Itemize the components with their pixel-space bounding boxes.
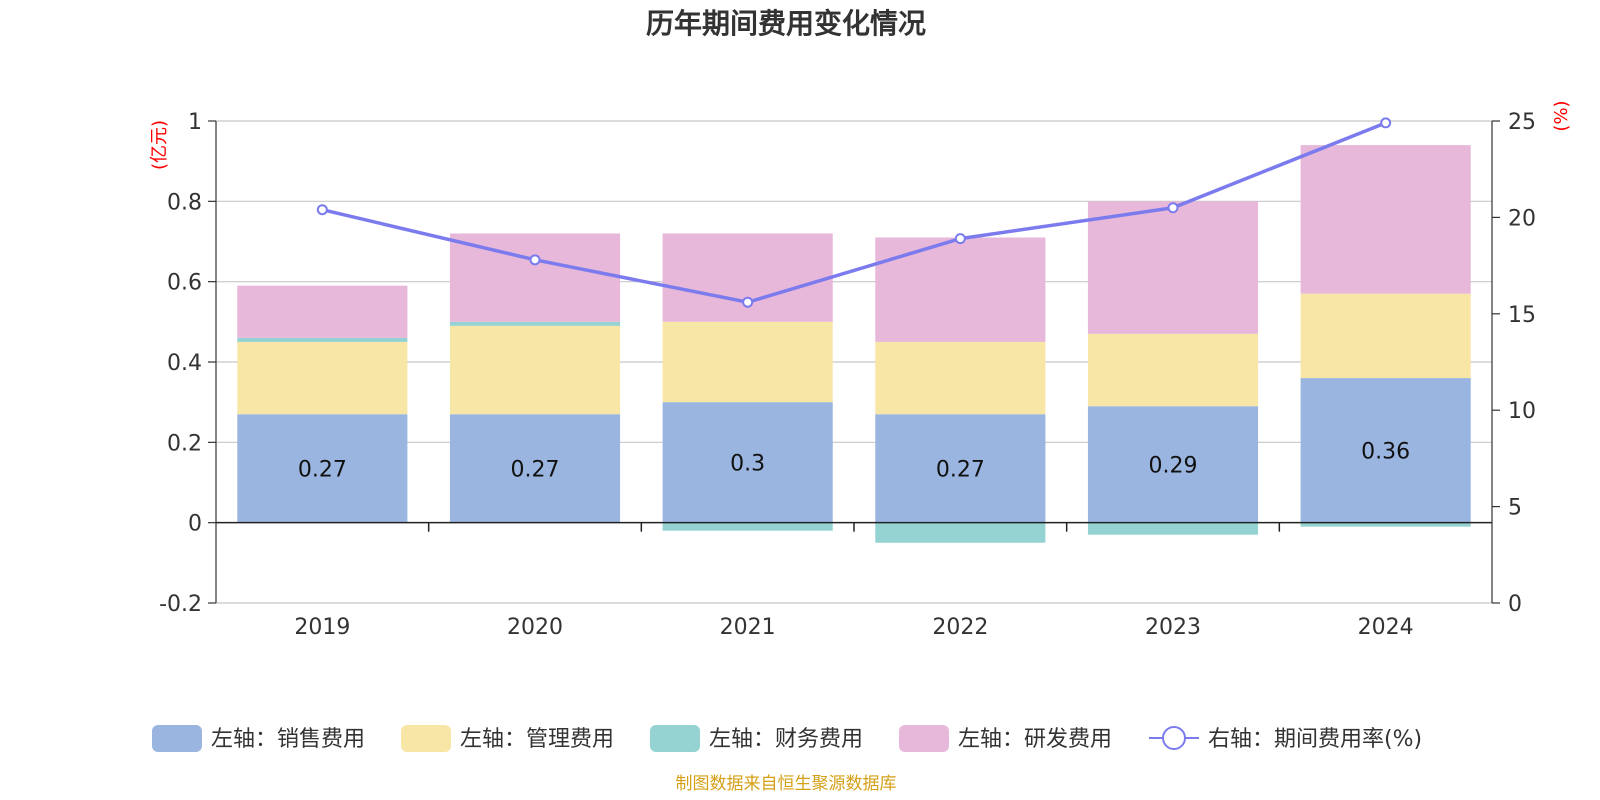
bar-segment bbox=[1087, 522, 1259, 535]
left-tick-label: 0.6 bbox=[167, 271, 202, 296]
x-tick-label: 2021 bbox=[720, 615, 776, 640]
right-tick-label: 5 bbox=[1508, 496, 1522, 521]
x-tick-label: 2020 bbox=[507, 615, 563, 640]
bar-segment bbox=[237, 337, 408, 342]
legend-label: 左轴：研发费用 bbox=[958, 727, 1112, 752]
bar-segment bbox=[1087, 201, 1259, 334]
x-tick-label: 2024 bbox=[1358, 615, 1414, 640]
legend-label: 左轴：管理费用 bbox=[460, 727, 614, 752]
data-label-layer: 0.27 0.27 0.3 0.27 0.29 0.36 bbox=[298, 439, 1410, 482]
chart-title: 历年期间费用变化情况 bbox=[646, 7, 926, 40]
data-label: 0.36 bbox=[1361, 439, 1410, 464]
legend-swatch bbox=[152, 725, 202, 752]
right-tick-label: 15 bbox=[1508, 303, 1536, 328]
bar-segment bbox=[662, 233, 833, 322]
right-axis-unit: (%) bbox=[1551, 100, 1572, 131]
axes-layer: 1 0.8 0.6 0.4 0.2 0 -0.2 25 20 15 10 5 0 2019 2020 2021… bbox=[159, 110, 1536, 640]
left-tick-label: 0 bbox=[188, 512, 202, 537]
legend: 左轴：销售费用 左轴：管理费用 左轴：财务费用 左轴：研发费用 右轴：期间费用率(%) bbox=[152, 725, 1422, 752]
x-tick-label: 2019 bbox=[294, 615, 350, 640]
x-tick-label: 2023 bbox=[1145, 615, 1201, 640]
rate-point bbox=[529, 254, 541, 266]
left-tick-label: 0.2 bbox=[167, 431, 202, 456]
right-tick-label: 10 bbox=[1508, 399, 1536, 424]
bar-segment bbox=[1300, 378, 1471, 523]
left-tick-label: 1 bbox=[188, 110, 202, 135]
data-source-note: 制图数据来自恒生聚源数据库 bbox=[676, 774, 897, 794]
rate-point bbox=[1380, 117, 1392, 129]
bar-segment bbox=[237, 414, 408, 523]
data-label: 0.27 bbox=[511, 457, 560, 482]
legend-label: 左轴：财务费用 bbox=[709, 727, 863, 752]
bar-segment bbox=[662, 522, 833, 531]
left-tick-label: -0.2 bbox=[159, 592, 202, 617]
bar-segment bbox=[1087, 333, 1259, 407]
right-tick-label: 20 bbox=[1508, 206, 1536, 231]
rate-point bbox=[954, 233, 966, 245]
rate-point bbox=[742, 296, 754, 308]
left-tick-label: 0.8 bbox=[167, 190, 202, 215]
legend-label: 左轴：销售费用 bbox=[211, 727, 365, 752]
rate-line-layer bbox=[316, 117, 1392, 308]
bar-segment bbox=[449, 321, 621, 326]
data-label: 0.3 bbox=[730, 451, 765, 476]
data-label: 0.27 bbox=[298, 457, 347, 482]
bar-segment bbox=[662, 321, 833, 403]
right-tick-label: 0 bbox=[1508, 592, 1522, 617]
bar-segment bbox=[1300, 293, 1471, 379]
bar-segment bbox=[1087, 406, 1259, 523]
rate-point bbox=[316, 204, 328, 216]
legend-label: 右轴：期间费用率(%) bbox=[1208, 727, 1422, 752]
bar-layer bbox=[237, 145, 1471, 543]
bar-segment bbox=[1300, 522, 1471, 527]
right-tick-label: 25 bbox=[1508, 110, 1536, 135]
bar-segment bbox=[449, 325, 621, 415]
bar-segment bbox=[875, 341, 1046, 415]
x-tick-label: 2022 bbox=[932, 615, 988, 640]
bar-segment bbox=[237, 341, 408, 415]
legend-swatch bbox=[401, 725, 451, 752]
legend-swatch bbox=[650, 725, 700, 752]
bar-segment bbox=[875, 414, 1046, 523]
bar-segment bbox=[875, 237, 1046, 342]
bar-segment bbox=[237, 285, 408, 338]
gridlines bbox=[216, 120, 1492, 604]
bar-segment bbox=[662, 402, 833, 523]
left-axis-unit: (亿元) bbox=[149, 120, 170, 170]
rate-line bbox=[321, 121, 1387, 305]
bar-segment bbox=[449, 414, 621, 523]
data-label: 0.29 bbox=[1149, 453, 1198, 478]
legend-swatch bbox=[899, 725, 949, 752]
bar-segment bbox=[1300, 145, 1471, 294]
rate-point bbox=[1167, 202, 1179, 214]
left-tick-label: 0.4 bbox=[167, 351, 202, 376]
bar-segment bbox=[875, 522, 1046, 543]
data-label: 0.27 bbox=[936, 457, 985, 482]
legend-marker-swatch bbox=[1162, 726, 1186, 750]
